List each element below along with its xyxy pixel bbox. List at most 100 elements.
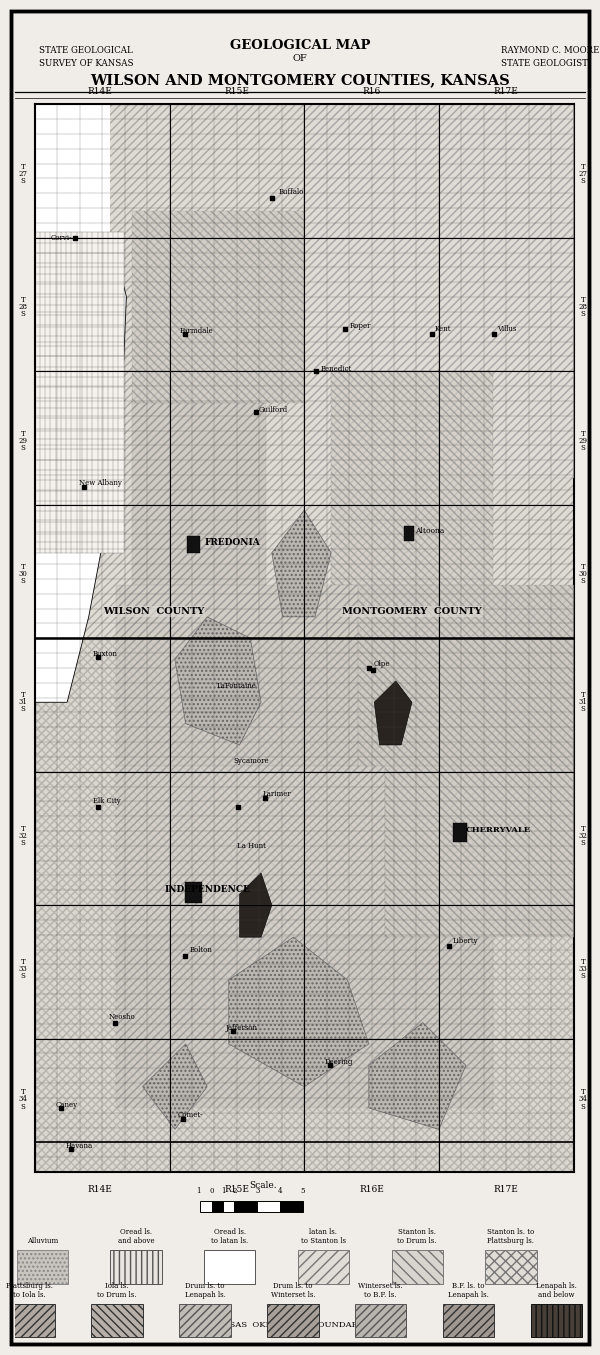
Text: Benedict: Benedict: [320, 364, 352, 373]
Bar: [267, 1304, 319, 1337]
Text: GEOLOGICAL MAP: GEOLOGICAL MAP: [230, 39, 370, 53]
Text: T
34
S: T 34 S: [19, 1088, 28, 1111]
Text: T
30
S: T 30 S: [19, 564, 28, 585]
Text: T
32
S: T 32 S: [19, 825, 28, 847]
Bar: [280, 1201, 303, 1213]
Text: STATE GEOLOGICAL
SURVEY OF KANSAS: STATE GEOLOGICAL SURVEY OF KANSAS: [39, 46, 133, 68]
Bar: [358, 585, 574, 767]
Text: KANSAS  OKLAHOMA  BOUNDARY  LINE: KANSAS OKLAHOMA BOUNDARY LINE: [209, 1321, 391, 1329]
Text: T
33
S: T 33 S: [19, 958, 28, 980]
Text: R14E: R14E: [87, 1184, 112, 1194]
Text: T
28
S: T 28 S: [19, 297, 28, 318]
Bar: [132, 211, 304, 404]
Text: MONTGOMERY  COUNTY: MONTGOMERY COUNTY: [342, 607, 482, 617]
Text: T
33
S: T 33 S: [579, 958, 587, 980]
Text: T
29
S: T 29 S: [19, 430, 28, 451]
Bar: [443, 1304, 494, 1337]
Text: Jefferson: Jefferson: [226, 1024, 258, 1033]
Text: 3: 3: [255, 1187, 259, 1195]
Text: Olpe: Olpe: [373, 660, 389, 668]
Text: Havana: Havana: [66, 1142, 94, 1150]
Text: 1: 1: [196, 1187, 200, 1195]
Polygon shape: [229, 938, 369, 1087]
Text: R14E: R14E: [87, 87, 112, 96]
Bar: [485, 1251, 536, 1283]
Bar: [392, 1251, 443, 1283]
Polygon shape: [175, 617, 261, 745]
Text: Larimer: Larimer: [262, 790, 291, 798]
Text: LaFontaine: LaFontaine: [217, 683, 257, 690]
Text: 4: 4: [278, 1187, 283, 1195]
Text: Iola ls.
to Drum ls.: Iola ls. to Drum ls.: [97, 1282, 137, 1299]
Text: New Albany: New Albany: [79, 480, 122, 488]
Polygon shape: [35, 233, 127, 702]
Bar: [116, 585, 358, 767]
Text: Neosho: Neosho: [109, 1014, 136, 1022]
Text: Sycamore: Sycamore: [233, 757, 269, 766]
Text: R16: R16: [362, 87, 380, 96]
Bar: [187, 535, 200, 553]
Text: Caney: Caney: [55, 1100, 77, 1108]
Text: INDEPENDENCE: INDEPENDENCE: [164, 885, 250, 894]
Text: Guilford: Guilford: [259, 405, 287, 413]
Bar: [385, 767, 574, 938]
Text: T
32
S: T 32 S: [579, 825, 588, 847]
Text: OF: OF: [293, 54, 307, 64]
Text: Drum ls. to
Lenapah ls.: Drum ls. to Lenapah ls.: [185, 1282, 226, 1299]
Text: R17E: R17E: [494, 1184, 518, 1194]
Text: R15E: R15E: [224, 1184, 250, 1194]
Text: T
28
S: T 28 S: [579, 297, 588, 318]
Bar: [110, 1251, 162, 1283]
Bar: [35, 104, 110, 233]
Bar: [200, 1201, 212, 1213]
Text: Elk City: Elk City: [93, 797, 121, 805]
Text: T
29
S: T 29 S: [579, 430, 588, 451]
Bar: [257, 1201, 280, 1213]
Text: T
27
S: T 27 S: [19, 163, 28, 184]
Text: Buffalo: Buffalo: [278, 188, 304, 196]
Text: latan ls.
to Stanton ls: latan ls. to Stanton ls: [301, 1228, 346, 1245]
Text: Altoona: Altoona: [415, 527, 444, 535]
Bar: [235, 1201, 257, 1213]
Text: T
31
S: T 31 S: [19, 691, 28, 713]
Text: Corvi-: Corvi-: [51, 234, 73, 241]
Text: Stanton ls.
to Drum ls.: Stanton ls. to Drum ls.: [397, 1228, 437, 1245]
Text: Kent: Kent: [434, 325, 451, 332]
Bar: [35, 638, 574, 1172]
Text: T
30
S: T 30 S: [579, 564, 588, 585]
Bar: [404, 526, 414, 541]
Text: Villus: Villus: [497, 325, 517, 332]
Bar: [4, 1304, 55, 1337]
Text: T
27
S: T 27 S: [579, 163, 588, 184]
Bar: [35, 233, 124, 553]
Text: Liberty: Liberty: [452, 938, 478, 946]
Text: Deering: Deering: [325, 1058, 353, 1066]
Text: R15E: R15E: [224, 87, 250, 96]
Text: Scale.: Scale.: [249, 1182, 277, 1190]
Text: Lenapah ls.
and below: Lenapah ls. and below: [536, 1282, 577, 1299]
Bar: [204, 1251, 256, 1283]
Text: Oread ls.
and above: Oread ls. and above: [118, 1228, 154, 1245]
Text: Comet-: Comet-: [178, 1111, 203, 1119]
Polygon shape: [369, 1023, 466, 1129]
Text: 1: 1: [221, 1187, 226, 1195]
Bar: [355, 1304, 406, 1337]
Bar: [304, 104, 574, 478]
Text: Stanton ls. to
Plattsburg ls.: Stanton ls. to Plattsburg ls.: [487, 1228, 535, 1245]
Text: WILSON AND MONTGOMERY COUNTIES, KANSAS: WILSON AND MONTGOMERY COUNTIES, KANSAS: [90, 73, 510, 87]
Text: Drum ls. to
Winterset ls.: Drum ls. to Winterset ls.: [271, 1282, 315, 1299]
Bar: [116, 767, 385, 938]
Bar: [212, 1201, 223, 1213]
Polygon shape: [272, 509, 331, 617]
Text: Buxton: Buxton: [93, 650, 118, 659]
Text: Alluvium: Alluvium: [27, 1237, 58, 1245]
Bar: [531, 1304, 582, 1337]
Text: Oread ls.
to latan ls.: Oread ls. to latan ls.: [211, 1228, 248, 1245]
Bar: [185, 882, 202, 902]
Text: 0: 0: [209, 1187, 214, 1195]
Text: T
34
S: T 34 S: [579, 1088, 588, 1111]
Text: B.F. ls. to
Lenapah ls.: B.F. ls. to Lenapah ls.: [448, 1282, 489, 1299]
Bar: [179, 1304, 230, 1337]
Text: Bolton: Bolton: [190, 946, 213, 954]
Text: FREDONIA: FREDONIA: [205, 538, 260, 546]
